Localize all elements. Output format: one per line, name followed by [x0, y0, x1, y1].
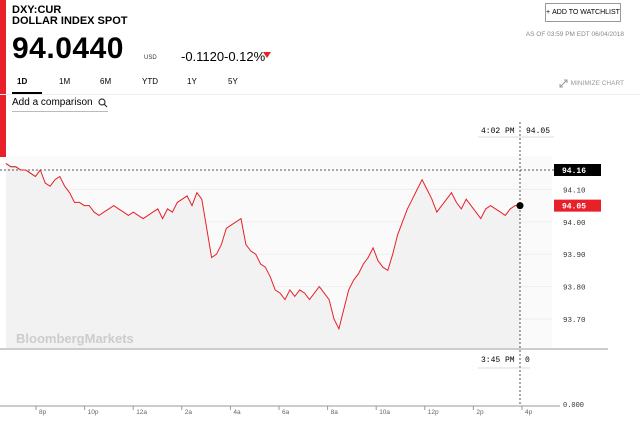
divider	[0, 94, 640, 95]
comparison-input[interactable]: Add a comparison	[12, 94, 108, 112]
minimize-icon	[559, 79, 568, 88]
x-tick-label: 2a	[185, 409, 193, 416]
x-tick-label: 8a	[331, 409, 339, 416]
tab-1y[interactable]: 1Y	[187, 77, 197, 86]
x-tick-label: 4a	[233, 409, 241, 416]
x-tick-label: 12p	[428, 409, 439, 416]
price-line	[5, 163, 520, 331]
y-tick-label: 93.80	[563, 285, 586, 293]
price-area	[6, 163, 520, 348]
y-tick-label: 93.70	[563, 317, 586, 325]
currency-label: USD	[144, 55, 157, 61]
x-tick-label: 10a	[379, 409, 390, 416]
price-change: -0.1120	[181, 49, 225, 64]
security-name: DOLLAR INDEX SPOT	[12, 15, 128, 27]
y-axis-ticks: 94.10 94.00 93.90 93.80 93.70	[563, 187, 586, 325]
active-tab-underline	[12, 92, 42, 94]
x-tick-label: 2p	[476, 409, 484, 416]
tab-5y[interactable]: 5Y	[228, 77, 238, 86]
minimize-chart-label: MINIMIZE CHART	[570, 80, 624, 87]
down-arrow-icon	[263, 52, 271, 58]
x-tick-label: 12a	[136, 409, 147, 416]
volume-tick-label: 0.000	[563, 402, 584, 410]
volume-crosshair-time: 3:45 PM	[481, 356, 515, 365]
accent-bar	[0, 0, 6, 157]
percent-change: -0.12%	[224, 49, 266, 64]
y-tick-label: 94.10	[563, 187, 586, 195]
add-to-watchlist-label: ADD TO WATCHLIST	[552, 9, 620, 16]
minimize-chart-button[interactable]: MINIMIZE CHART	[559, 79, 624, 88]
last-price-marker	[516, 202, 524, 210]
y-tick-label: 94.00	[563, 220, 586, 228]
y-tick-label: 93.90	[563, 252, 586, 260]
crosshair-value: 94.05	[526, 127, 550, 136]
previous-close-label: 94.16	[562, 167, 586, 176]
add-to-watchlist-button[interactable]: + ADD TO WATCHLIST	[545, 3, 621, 22]
tab-1m[interactable]: 1M	[59, 77, 71, 86]
last-price-label: 94.05	[562, 203, 586, 212]
volume-crosshair-value: 0	[525, 356, 530, 365]
previous-close-badge	[554, 164, 601, 176]
tab-6m[interactable]: 6M	[100, 77, 112, 86]
search-icon	[98, 97, 108, 107]
timeframe-tabs: 1D 1M 6M YTD 1Y 5Y	[12, 77, 262, 94]
timestamp: AS OF 03:59 PM EDT 06/04/2018	[525, 31, 624, 38]
x-tick-label: 6a	[282, 409, 290, 416]
x-tick-label: 10p	[88, 409, 99, 416]
last-price: 94.0440	[12, 32, 124, 65]
x-tick-label: 4p	[525, 409, 533, 416]
comparison-placeholder: Add a comparison	[12, 97, 93, 108]
plus-icon: +	[546, 9, 551, 16]
x-tick-label: 8p	[39, 409, 47, 416]
last-price-badge	[554, 199, 601, 212]
ticker-symbol: DXY:CUR	[12, 4, 62, 16]
watermark: BloombergMarkets	[16, 331, 134, 346]
crosshair-time: 4:02 PM	[481, 127, 515, 136]
price-chart[interactable]: BloombergMarkets 4:02 PM 94.05 3:45 PM 0…	[0, 118, 640, 424]
x-axis-ticks: 8p 10p 12a 2a 4a 6a 8a 10a 12p 2p 4p	[35, 406, 533, 416]
tab-ytd[interactable]: YTD	[142, 77, 158, 86]
tab-1d[interactable]: 1D	[17, 77, 28, 86]
